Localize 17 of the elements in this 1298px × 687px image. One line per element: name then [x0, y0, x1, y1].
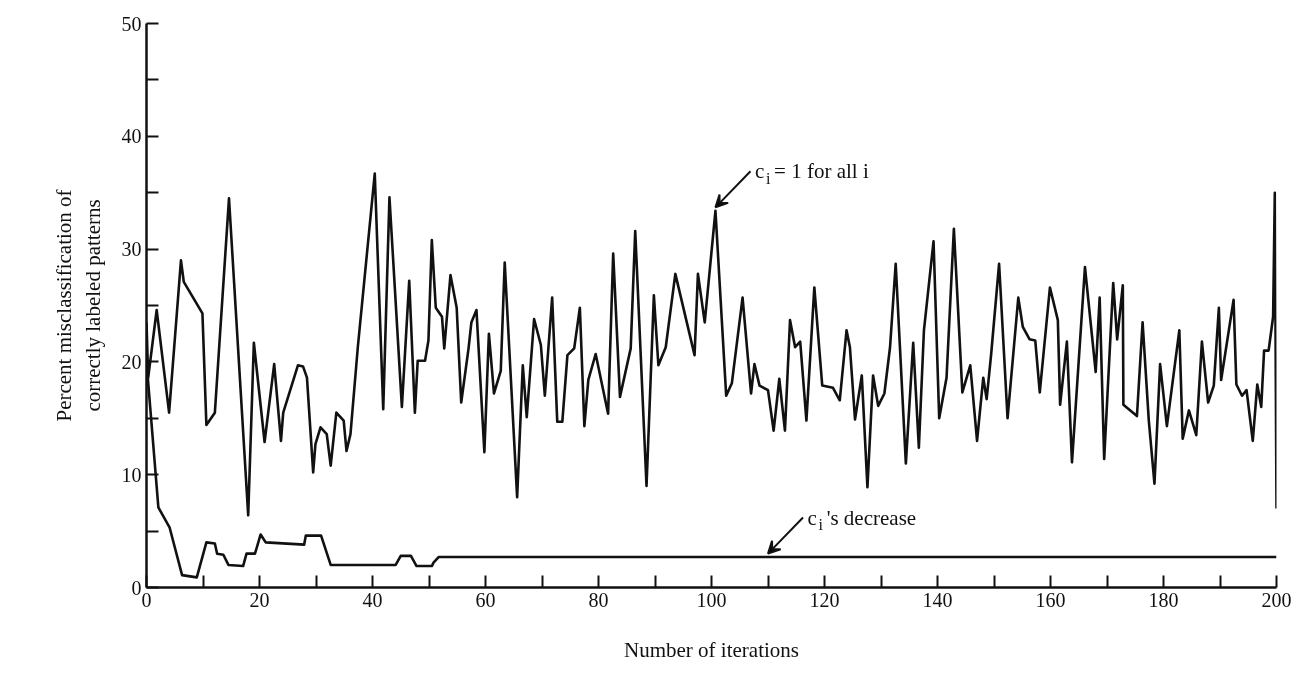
- x-tick-label: 160: [1035, 588, 1066, 611]
- x-tick-label: 200: [1261, 588, 1292, 611]
- x-tick-label: 60: [475, 588, 496, 611]
- y-tick-label: 50: [121, 12, 142, 35]
- x-tick-label: 180: [1148, 588, 1179, 611]
- y-axis-title: Percent misclassification of correctly labeled patterns: [51, 189, 105, 422]
- x-tick-label: 100: [696, 588, 727, 611]
- y-tick-label: 40: [121, 125, 142, 148]
- x-tick-label: 120: [809, 588, 840, 611]
- y-tick-label: 20: [121, 350, 142, 373]
- y-tick-label: 10: [121, 463, 142, 486]
- y-tick-label: 30: [121, 238, 142, 261]
- x-axis-title: Number of iterations: [624, 637, 799, 662]
- x-tick-label: 140: [922, 588, 953, 611]
- x-tick-label: 40: [362, 588, 383, 611]
- x-tick-label: 80: [588, 588, 609, 611]
- x-tick-label: 20: [249, 588, 270, 611]
